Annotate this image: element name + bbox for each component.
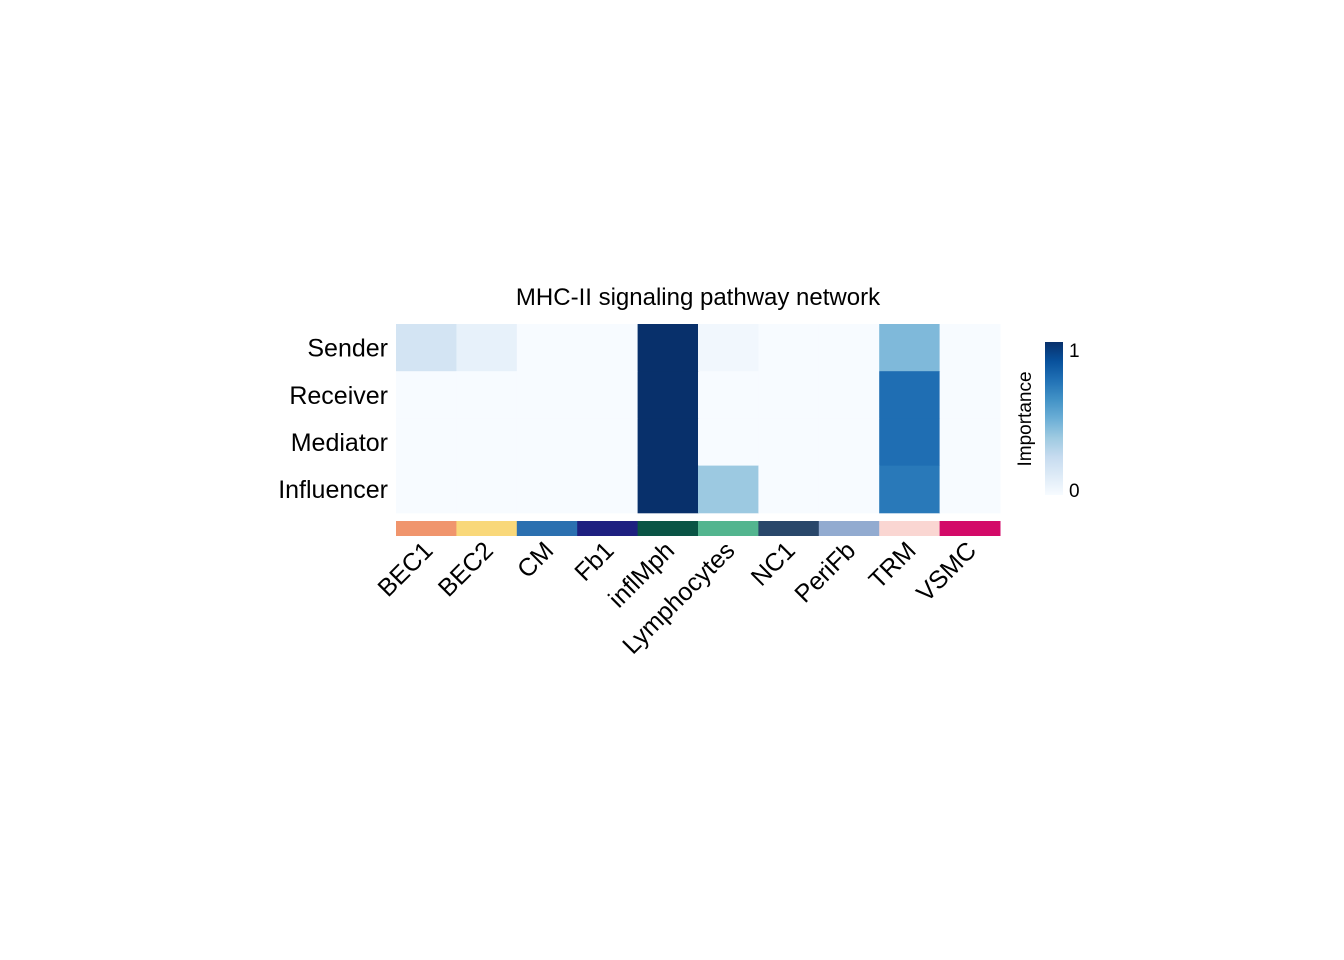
column-label: PeriFb	[789, 536, 861, 608]
importance-legend: 1 0 Importance	[1015, 341, 1080, 502]
column-annotation-swatch	[758, 521, 819, 536]
column-annotation-swatch	[698, 521, 759, 536]
column-annotation-swatch	[879, 521, 940, 536]
heatmap-cell	[517, 466, 578, 514]
heatmap-cell	[698, 371, 759, 419]
column-annotation-swatch	[517, 521, 578, 536]
row-label: Sender	[307, 335, 388, 363]
heatmap-cell	[819, 371, 880, 419]
heatmap-cell	[517, 371, 578, 419]
heatmap-cell	[758, 371, 819, 419]
heatmap-cell	[577, 466, 638, 514]
heatmap-cell	[577, 418, 638, 466]
heatmap-cell	[758, 418, 819, 466]
heatmap-cell	[456, 466, 517, 514]
heatmap-cell	[758, 324, 819, 372]
heatmap-cell	[517, 418, 578, 466]
heatmap-cell	[819, 466, 880, 514]
heatmap-cell	[879, 466, 940, 514]
column-annotation-bar	[396, 521, 1001, 536]
column-label: BEC1	[372, 536, 438, 602]
heatmap-cell	[879, 418, 940, 466]
heatmap-cell	[577, 371, 638, 419]
heatmap-cell	[819, 324, 880, 372]
column-annotation-swatch	[577, 521, 638, 536]
heatmap-cell	[638, 324, 699, 372]
heatmap-cell	[396, 371, 457, 419]
heatmap-cell	[638, 418, 699, 466]
heatmap-cell	[819, 418, 880, 466]
heatmap-cell	[396, 324, 457, 372]
heatmap-cell	[879, 324, 940, 372]
row-label: Mediator	[291, 429, 388, 457]
heatmap-cells	[396, 324, 1001, 513]
heatmap-cell	[456, 324, 517, 372]
column-label: VSMC	[911, 536, 982, 607]
column-annotation-swatch	[396, 521, 457, 536]
column-annotation-swatch	[456, 521, 517, 536]
column-label: NC1	[746, 536, 801, 591]
heatmap-cell	[517, 324, 578, 372]
column-label: BEC2	[433, 536, 499, 602]
column-annotation-swatch	[638, 521, 699, 536]
heatmap-cell	[638, 466, 699, 514]
heatmap-cell	[396, 466, 457, 514]
heatmap-cell	[879, 371, 940, 419]
legend-max-label: 1	[1069, 341, 1080, 362]
heatmap-cell	[940, 324, 1001, 372]
column-label: CM	[512, 536, 559, 583]
heatmap-cell	[698, 324, 759, 372]
row-labels: Sender Receiver Mediator Influencer	[278, 335, 388, 505]
heatmap-cell	[396, 418, 457, 466]
heatmap-cell	[577, 324, 638, 372]
column-label: Fb1	[569, 536, 619, 586]
heatmap-cell	[698, 466, 759, 514]
row-label: Influencer	[278, 476, 388, 504]
heatmap-cell	[940, 371, 1001, 419]
heatmap-cell	[758, 466, 819, 514]
heatmap-cell	[940, 418, 1001, 466]
heatmap-cell	[638, 371, 699, 419]
heatmap-cell	[456, 418, 517, 466]
heatmap-cell	[698, 418, 759, 466]
legend-min-label: 0	[1069, 481, 1080, 502]
chart-title: MHC-II signaling pathway network	[516, 284, 881, 311]
legend-title: Importance	[1015, 371, 1036, 466]
heatmap-cell	[456, 371, 517, 419]
row-label: Receiver	[289, 382, 388, 410]
column-annotation-swatch	[940, 521, 1001, 536]
heatmap-cell	[940, 466, 1001, 514]
legend-color-scale	[1045, 342, 1063, 495]
column-annotation-swatch	[819, 521, 880, 536]
